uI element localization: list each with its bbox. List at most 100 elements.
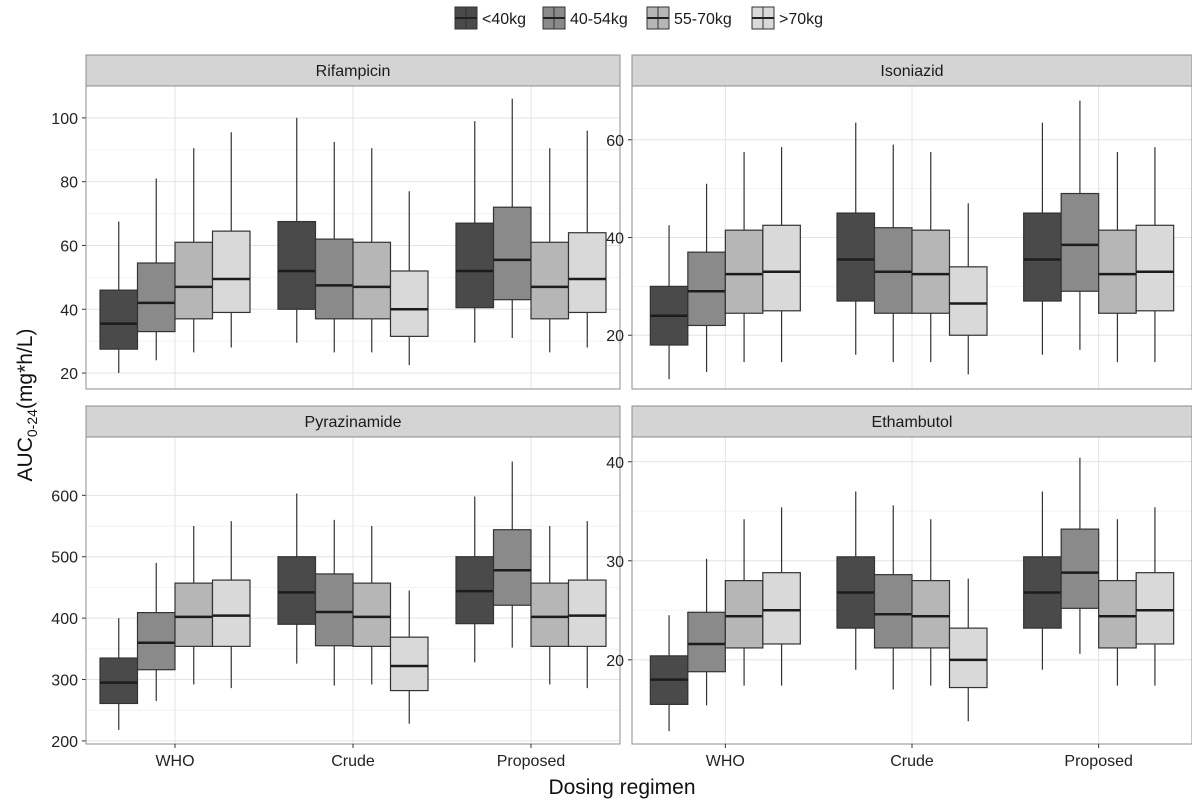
box-mark [455,121,495,343]
facet-panel: Rifampicin 20 40 60 80 100 [51,54,621,390]
box-mark [911,519,951,686]
box-body [530,241,570,320]
facet-title: Pyrazinamide [305,414,402,431]
box-body [314,573,354,647]
box-mark [211,521,251,689]
facet-strip [85,54,621,87]
box-mark [136,562,176,702]
box-body [277,220,317,310]
box-body [1135,224,1175,312]
box-body [352,241,392,320]
facet-panel: Isoniazid 20 40 60 [606,54,1192,390]
box-body [99,289,139,350]
box-mark [1098,519,1137,686]
box-body [1023,212,1062,302]
box-mark [567,521,607,689]
box-body [99,657,139,705]
x-tick-label: WHO [155,753,194,770]
box-body [567,232,607,314]
y-axis-title: AUC0-24(mg*h/L) [14,329,40,482]
box-body [687,611,726,673]
box-body [1098,229,1137,314]
legend-item: 40-54kg [542,6,628,30]
box-mark [649,615,689,732]
box-body [1135,572,1175,645]
y-tick-label: 60 [606,133,624,150]
box-body [455,222,495,309]
y-axis-title-unit: (mg*h/L) [14,329,37,410]
box-mark [389,590,429,724]
box-mark [724,151,764,363]
box-body [492,529,532,606]
facet-title: Rifampicin [316,63,391,80]
box-body [762,572,801,645]
box-body [352,582,392,647]
y-tick-label: 300 [51,673,78,690]
box-mark [724,519,764,686]
box-body [724,579,764,649]
box-mark [211,132,251,348]
box-body [911,579,951,649]
legend-label: >70kg [779,11,823,28]
box-mark [352,148,392,353]
facet-title: Ethambutol [872,414,953,431]
box-mark [948,203,988,375]
panel-border [631,85,1192,390]
y-axis-title-main: AUC [14,437,37,481]
box-mark [174,148,214,353]
box-mark [530,526,570,685]
box-body [687,251,726,327]
x-tick-label: Crude [890,753,934,770]
box-body [389,270,429,337]
x-tick-label: Proposed [1064,753,1133,770]
box-body [948,266,988,336]
box-mark [687,558,726,706]
box-mark [873,144,913,363]
box-mark [873,505,913,690]
y-tick-label: 60 [60,238,78,255]
box-mark [836,122,876,355]
box-mark [136,178,176,361]
box-mark [492,98,532,338]
y-tick-label: 20 [606,653,624,670]
y-tick-label: 80 [60,175,78,192]
box-body [136,612,176,671]
x-tick-label: Crude [331,753,375,770]
box-body [762,224,801,312]
y-tick-label: 100 [51,111,78,128]
box-body [211,579,251,647]
box-mark [948,578,988,722]
box-body [314,238,354,320]
y-tick-label: 40 [606,455,624,472]
legend: <40kg 40-54kg 55-70kg >70kg [454,6,823,30]
box-mark [762,507,801,686]
y-tick-label: 30 [606,554,624,571]
y-tick-label: 500 [51,550,78,567]
box-mark [99,221,139,374]
x-tick-label: Proposed [497,753,566,770]
y-tick-label: 20 [60,366,78,383]
box-mark [836,491,876,670]
facet-title: Isoniazid [880,63,943,80]
facet-panel: Ethambutol 20 30 40 WHO Crude Proposed [606,405,1192,770]
box-body [911,229,951,314]
legend-label: 40-54kg [570,11,628,28]
y-tick-label: 40 [60,302,78,319]
legend-item: <40kg [454,6,526,30]
legend-label: <40kg [482,11,526,28]
box-body [174,241,214,320]
box-mark [492,461,532,648]
y-tick-label: 20 [606,328,624,345]
facet-strip [631,54,1192,87]
box-body [1060,528,1100,609]
y-axis-title-subscript: 0-24 [24,409,40,437]
box-mark [1135,507,1175,686]
box-mark [277,117,317,343]
box-body [389,636,429,692]
box-body [211,230,251,314]
box-mark [352,526,392,685]
box-mark [1023,122,1062,355]
box-body [136,262,176,333]
